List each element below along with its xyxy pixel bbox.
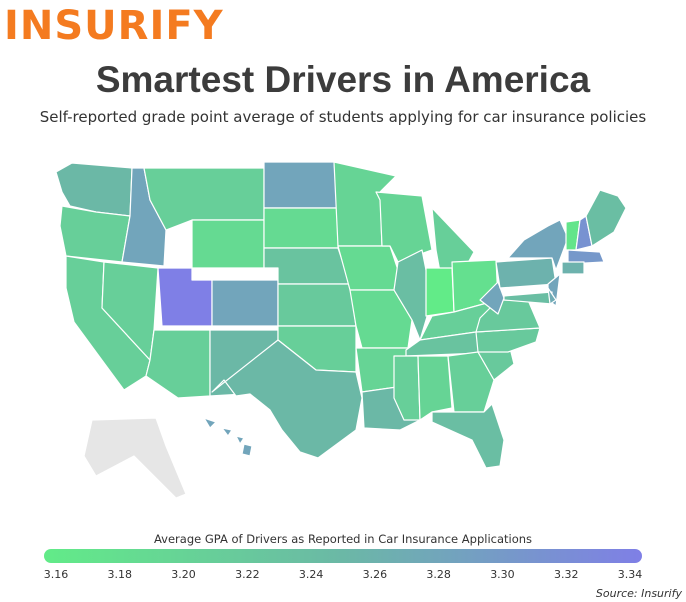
legend-tick-label: 3.28 xyxy=(426,568,451,581)
page-title: Smartest Drivers in America xyxy=(95,59,591,100)
legend-tick-label: 3.34 xyxy=(617,568,643,581)
state-OR: OR: 3.21 xyxy=(59,205,131,263)
state-IN: IN: 3.16 xyxy=(425,267,455,317)
state-MD: MD: 3.24 xyxy=(503,291,553,305)
legend-title: Average GPA of Drivers as Reported in Ca… xyxy=(153,532,533,546)
legend-tick-label: 3.32 xyxy=(553,568,579,581)
state-DE: DE: 3.27 xyxy=(547,287,557,305)
legend-tick-label: 3.26 xyxy=(362,568,388,581)
state-TX: TX: 3.25 xyxy=(211,339,363,459)
state-AK xyxy=(83,417,187,499)
state-HI xyxy=(221,427,233,437)
state-MA: MA: 3.3 xyxy=(567,249,605,265)
state-HI xyxy=(235,435,245,445)
page-subtitle: Self-reported grade point average of stu… xyxy=(39,108,647,126)
legend-color-scale xyxy=(44,549,642,563)
state-HI xyxy=(241,443,253,457)
state-UT: UT: 3.34 xyxy=(157,267,213,327)
state-GA: GA: 3.21 xyxy=(447,351,495,413)
legend-tick-label: 3.18 xyxy=(107,568,133,581)
state-ND: ND: 3.28 xyxy=(263,161,339,209)
state-ME: ME: 3.24 xyxy=(585,189,627,247)
legend-tick-label: 3.20 xyxy=(171,568,196,581)
legend-tick-label: 3.30 xyxy=(490,568,515,581)
state-NY: NY: 3.28 xyxy=(507,219,569,271)
state-CO: CO: 3.28 xyxy=(211,279,279,327)
state-WY: WY: 3.19 xyxy=(191,219,265,269)
insurify-logo: INSURIFY xyxy=(4,3,224,49)
state-KS: KS: 3.22 xyxy=(277,283,357,327)
legend-tick-label: 3.24 xyxy=(298,568,324,581)
state-FL: FL: 3.24 xyxy=(431,403,505,469)
source-note: Source: Insurify xyxy=(595,587,682,600)
state-CT: CT: 3.26 xyxy=(561,261,585,275)
state-SD: SD: 3.19 xyxy=(263,207,339,249)
state-MS: MS: 3.21 xyxy=(393,355,421,421)
state-WI: WI: 3.2 xyxy=(375,191,433,263)
state-HI xyxy=(203,417,217,429)
state-AL: AL: 3.2 xyxy=(417,355,453,421)
state-NE: NE: 3.23 xyxy=(263,247,351,285)
legend-tick-label: 3.16 xyxy=(43,568,69,581)
state-AZ: AZ: 3.21 xyxy=(145,329,211,399)
legend-tick-label: 3.22 xyxy=(235,568,260,581)
state-PA: PA: 3.26 xyxy=(495,257,557,289)
